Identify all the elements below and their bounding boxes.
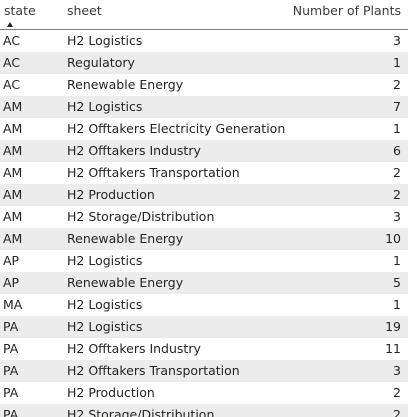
cell-sheet: H2 Logistics [67, 99, 143, 114]
cell-number-of-plants: 19 [385, 319, 401, 334]
cell-sheet: H2 Storage/Distribution [67, 407, 215, 417]
cell-state: PA [3, 341, 19, 356]
table-row[interactable]: AP H2 Logistics 1 [0, 250, 408, 272]
table-row[interactable]: MA H2 Logistics 1 [0, 294, 408, 316]
table-row[interactable]: AC Regulatory 1 [0, 52, 408, 74]
cell-number-of-plants: 1 [393, 55, 401, 70]
cell-sheet: H2 Offtakers Industry [67, 341, 201, 356]
column-header-state[interactable]: state [4, 3, 36, 18]
cell-sheet: Renewable Energy [67, 231, 184, 246]
cell-sheet: H2 Offtakers Industry [67, 143, 201, 158]
table-row[interactable]: AC H2 Logistics 3 [0, 30, 408, 52]
cell-sheet: H2 Offtakers Electricity Generation [67, 121, 286, 136]
cell-state: AM [3, 231, 23, 246]
cell-state: AP [3, 275, 20, 290]
cell-number-of-plants: 2 [393, 385, 401, 400]
cell-state: PA [3, 385, 19, 400]
column-header-sheet[interactable]: sheet [67, 3, 102, 18]
cell-number-of-plants: 2 [393, 407, 401, 417]
table-header: state sheet Number of Plants [0, 0, 408, 30]
cell-number-of-plants: 1 [393, 121, 401, 136]
cell-state: AM [3, 187, 23, 202]
table-row[interactable]: PA H2 Production 2 [0, 382, 408, 404]
cell-number-of-plants: 3 [393, 363, 401, 378]
cell-number-of-plants: 1 [393, 253, 401, 268]
cell-sheet: H2 Logistics [67, 253, 143, 268]
cell-state: AP [3, 253, 20, 268]
cell-number-of-plants: 6 [393, 143, 401, 158]
cell-state: PA [3, 363, 19, 378]
cell-sheet: Regulatory [67, 55, 135, 70]
cell-state: AC [3, 77, 21, 92]
cell-number-of-plants: 2 [393, 77, 401, 92]
cell-number-of-plants: 10 [385, 231, 401, 246]
cell-sheet: H2 Offtakers Transportation [67, 165, 240, 180]
table-row[interactable]: AM Renewable Energy 10 [0, 228, 408, 250]
cell-state: AM [3, 165, 23, 180]
cell-state: PA [3, 319, 19, 334]
cell-sheet: H2 Logistics [67, 33, 143, 48]
cell-number-of-plants: 3 [393, 33, 401, 48]
cell-sheet: H2 Logistics [67, 319, 143, 334]
cell-number-of-plants: 2 [393, 187, 401, 202]
cell-state: AM [3, 121, 23, 136]
cell-sheet: H2 Offtakers Transportation [67, 363, 240, 378]
table-row[interactable]: PA H2 Logistics 19 [0, 316, 408, 338]
table-row[interactable]: AM H2 Offtakers Transportation 2 [0, 162, 408, 184]
cell-sheet: Renewable Energy [67, 77, 184, 92]
cell-state: AM [3, 143, 23, 158]
cell-state: PA [3, 407, 19, 417]
cell-number-of-plants: 2 [393, 165, 401, 180]
table-row[interactable]: AM H2 Offtakers Electricity Generation 1 [0, 118, 408, 140]
cell-sheet: H2 Production [67, 385, 155, 400]
cell-state: AC [3, 33, 21, 48]
table-row[interactable]: AC Renewable Energy 2 [0, 74, 408, 96]
table-row[interactable]: AP Renewable Energy 5 [0, 272, 408, 294]
cell-state: AM [3, 99, 23, 114]
cell-number-of-plants: 3 [393, 209, 401, 224]
sort-ascending-icon[interactable] [7, 22, 13, 27]
table-row[interactable]: AM H2 Storage/Distribution 3 [0, 206, 408, 228]
cell-number-of-plants: 11 [385, 341, 401, 356]
cell-state: MA [3, 297, 23, 312]
cell-state: AM [3, 209, 23, 224]
table-row[interactable]: PA H2 Offtakers Industry 11 [0, 338, 408, 360]
cell-number-of-plants: 7 [393, 99, 401, 114]
cell-number-of-plants: 5 [393, 275, 401, 290]
cell-sheet: H2 Production [67, 187, 155, 202]
column-header-number-of-plants[interactable]: Number of Plants [292, 3, 401, 18]
cell-sheet: H2 Storage/Distribution [67, 209, 215, 224]
table-row[interactable]: PA H2 Offtakers Transportation 3 [0, 360, 408, 382]
table-row[interactable]: AM H2 Logistics 7 [0, 96, 408, 118]
cell-sheet: H2 Logistics [67, 297, 143, 312]
table-body: AC H2 Logistics 3 AC Regulatory 1 AC Ren… [0, 30, 408, 417]
table-row[interactable]: AM H2 Production 2 [0, 184, 408, 206]
cell-sheet: Renewable Energy [67, 275, 184, 290]
cell-state: AC [3, 55, 21, 70]
table-row[interactable]: AM H2 Offtakers Industry 6 [0, 140, 408, 162]
table-row[interactable]: PA H2 Storage/Distribution 2 [0, 404, 408, 417]
cell-number-of-plants: 1 [393, 297, 401, 312]
